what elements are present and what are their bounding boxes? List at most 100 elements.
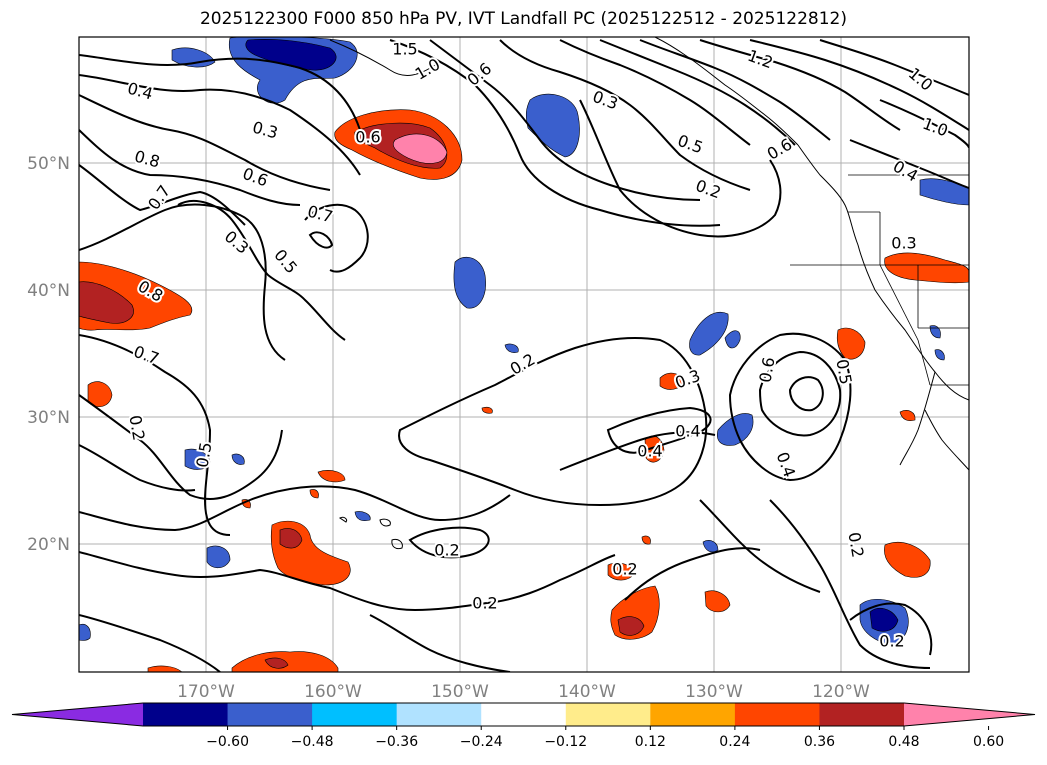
colorbar-tick-label: −0.36 [375, 734, 418, 750]
pv-positive-core [79, 281, 134, 324]
pv-negative-blob [724, 330, 741, 349]
pv-positive-core [617, 616, 645, 636]
pv-positive-blob [884, 252, 969, 284]
ivt-contour-line [879, 99, 969, 149]
ivt-contour-line [758, 350, 842, 437]
ivt-contour-line [559, 431, 716, 471]
ivt-contour-line [699, 499, 821, 593]
contour-label: 1.5 [392, 40, 417, 59]
pv-positive-blob [481, 406, 493, 414]
ivt-contour-line [408, 526, 490, 559]
contour-label: 0.2 [472, 594, 497, 613]
ivt-contour-line [599, 39, 796, 146]
colorbar-extend-max [904, 703, 1035, 726]
pv-positive-blob [317, 470, 346, 483]
lon-label-170w: 170°W [177, 682, 235, 702]
ivt-contour-line [429, 39, 701, 201]
contour-label: 0.4 [637, 442, 662, 461]
colorbar-segment [312, 703, 398, 726]
pv-positive-blob [309, 489, 319, 499]
colorbar-segment [565, 703, 651, 726]
ivt-contour-line [79, 334, 231, 536]
pv-negative-core [245, 38, 337, 71]
pv-negative-blob [689, 312, 729, 356]
contour-label: 0.2 [434, 541, 459, 560]
ivt-contour-line [79, 94, 331, 191]
contour-label: 0.2 [612, 560, 637, 579]
ivt-contour-line [699, 39, 901, 131]
lon-label-130w: 130°W [685, 682, 743, 702]
pv-negative-blob [354, 511, 371, 522]
lat-label-20n: 20°N [27, 535, 70, 555]
ivt-contour-line [389, 39, 721, 227]
pv-negative-blob [919, 178, 969, 206]
colorbar-tick-label: 0.36 [804, 734, 835, 750]
lat-label-40n: 40°N [27, 281, 70, 301]
pv-positive-blob [607, 562, 635, 581]
colorbar-extend-min [12, 703, 143, 726]
lat-label-50n: 50°N [27, 154, 70, 174]
ivt-contour-line [304, 203, 369, 273]
lon-label-160w: 160°W [304, 682, 362, 702]
colorbar-segment [481, 703, 567, 726]
pv-negative-blob [702, 540, 719, 553]
colorbar-tick-label: 0.48 [888, 734, 919, 750]
pv-negative-blob [934, 349, 945, 361]
colorbar-segment [396, 703, 482, 726]
colorbar-tick-label: 0.60 [973, 734, 1004, 750]
ivt-contour-line [79, 54, 361, 131]
ivt-contour-line [79, 614, 221, 672]
state-borders [790, 174, 969, 386]
pv-negative-blob [79, 623, 91, 641]
ivt-contour-line [559, 39, 751, 146]
contour-label: 0.4 [675, 422, 700, 441]
pv-positive-blob [704, 590, 731, 613]
lat-lon-labels: 170°W 160°W 150°W 140°W 130°W 120°W 50°N… [27, 154, 870, 702]
colorbar-tick-label: 0.12 [635, 734, 666, 750]
ivt-contour-line [849, 602, 933, 656]
ivt-contour-line [369, 614, 511, 672]
colorbar-tick-label: −0.12 [544, 734, 587, 750]
ivt-contour-line [79, 444, 196, 492]
pv-positive-blob [641, 535, 651, 545]
ivt-contour-line [79, 74, 361, 176]
pv-filled-anomalies [79, 37, 969, 672]
contour-label: 0.2 [125, 414, 148, 442]
colorbar-tick-label: −0.24 [460, 734, 503, 750]
contour-label: 0.6 [355, 128, 380, 147]
ivt-contour-line [79, 551, 616, 612]
colorbar-segment [734, 703, 820, 726]
plot-frame [78, 36, 970, 673]
colorbar-outline [11, 702, 1036, 727]
ivt-contour-line [79, 394, 283, 500]
colorbar-segment [143, 703, 229, 726]
pv-negative-blob [453, 256, 486, 309]
colorbar-tick-label: 0.24 [719, 734, 750, 750]
pv-positive-blob [836, 327, 866, 360]
pv-positive-blob [884, 541, 931, 578]
ivt-contours [79, 39, 969, 672]
ivt-contour-line [579, 99, 782, 238]
pv-positive-blob [147, 665, 183, 672]
colorbar: −0.60 −0.48 −0.36 −0.24 −0.12 0.12 0.24 0.36 0.4… [11, 702, 1036, 750]
pv-negative-blob [231, 453, 245, 465]
ivt-contour-line [177, 200, 346, 341]
contour-label: 0.2 [879, 632, 904, 651]
pv-negative-blob [206, 545, 231, 569]
colorbar-tick-label: −0.60 [206, 734, 249, 750]
pv-positive-core [264, 657, 289, 669]
contour-label: 0.3 [891, 234, 916, 253]
pv-negative-blob [525, 93, 580, 158]
map-title: 2025122300 F000 850 hPa PV, IVT Landfall… [199, 9, 847, 29]
pv-positive-peak [392, 133, 448, 164]
ivt-contour-line [308, 231, 334, 249]
colorbar-segment [819, 703, 905, 726]
ivt-contour-line [79, 203, 286, 361]
ivt-contour-line [624, 547, 761, 601]
coastline [329, 37, 969, 550]
ivt-contour-line [398, 337, 708, 507]
ivt-contour-line [79, 164, 246, 226]
pv-positive-blob [659, 372, 685, 390]
ivt-contour-line [639, 39, 831, 141]
